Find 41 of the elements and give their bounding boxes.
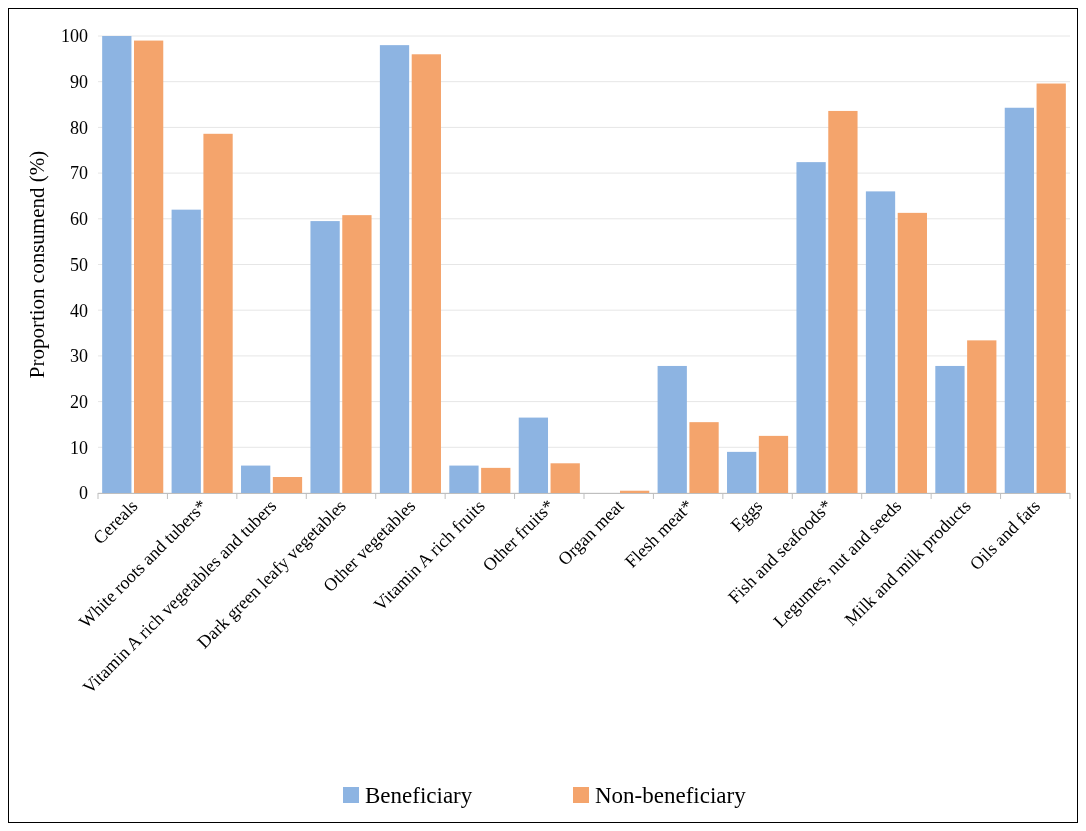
bar [758,435,789,493]
bar [203,133,233,493]
y-axis-title: Proportion consumend (%) [25,150,49,379]
bar [518,417,549,493]
bar [550,463,580,493]
y-tick-label: 80 [70,117,88,138]
bar [481,467,511,493]
y-tick-label: 50 [70,254,88,275]
y-tick-label: 70 [70,163,88,184]
legend-label: Beneficiary [365,783,473,809]
bar [727,451,757,493]
y-tick-label: 20 [70,391,88,412]
bar [449,465,479,493]
bar [828,110,858,493]
bar [102,36,132,493]
bar [657,365,687,493]
bar [689,422,719,493]
y-tick-label: 100 [61,26,88,47]
bar [897,212,927,493]
y-tick-label: 0 [79,483,88,504]
x-tick-label: Eggs [726,495,767,536]
bar [171,209,201,493]
bar [379,45,410,493]
y-tick-label: 90 [70,72,88,92]
y-tick-label: 60 [70,209,88,230]
y-tick-label: 10 [70,437,88,458]
legend-label: Non-beneficiary [595,783,747,809]
bar [935,365,965,493]
bar [310,221,340,493]
y-tick-label: 40 [70,300,88,321]
bar [411,54,441,493]
bar [1036,83,1066,493]
bar [967,340,997,493]
bar [272,477,303,493]
bar [796,162,826,493]
bar [865,191,896,493]
y-tick-label: 30 [70,346,88,367]
bar [342,215,372,493]
bar [133,40,164,493]
bar [1004,107,1035,493]
bar [241,465,271,493]
